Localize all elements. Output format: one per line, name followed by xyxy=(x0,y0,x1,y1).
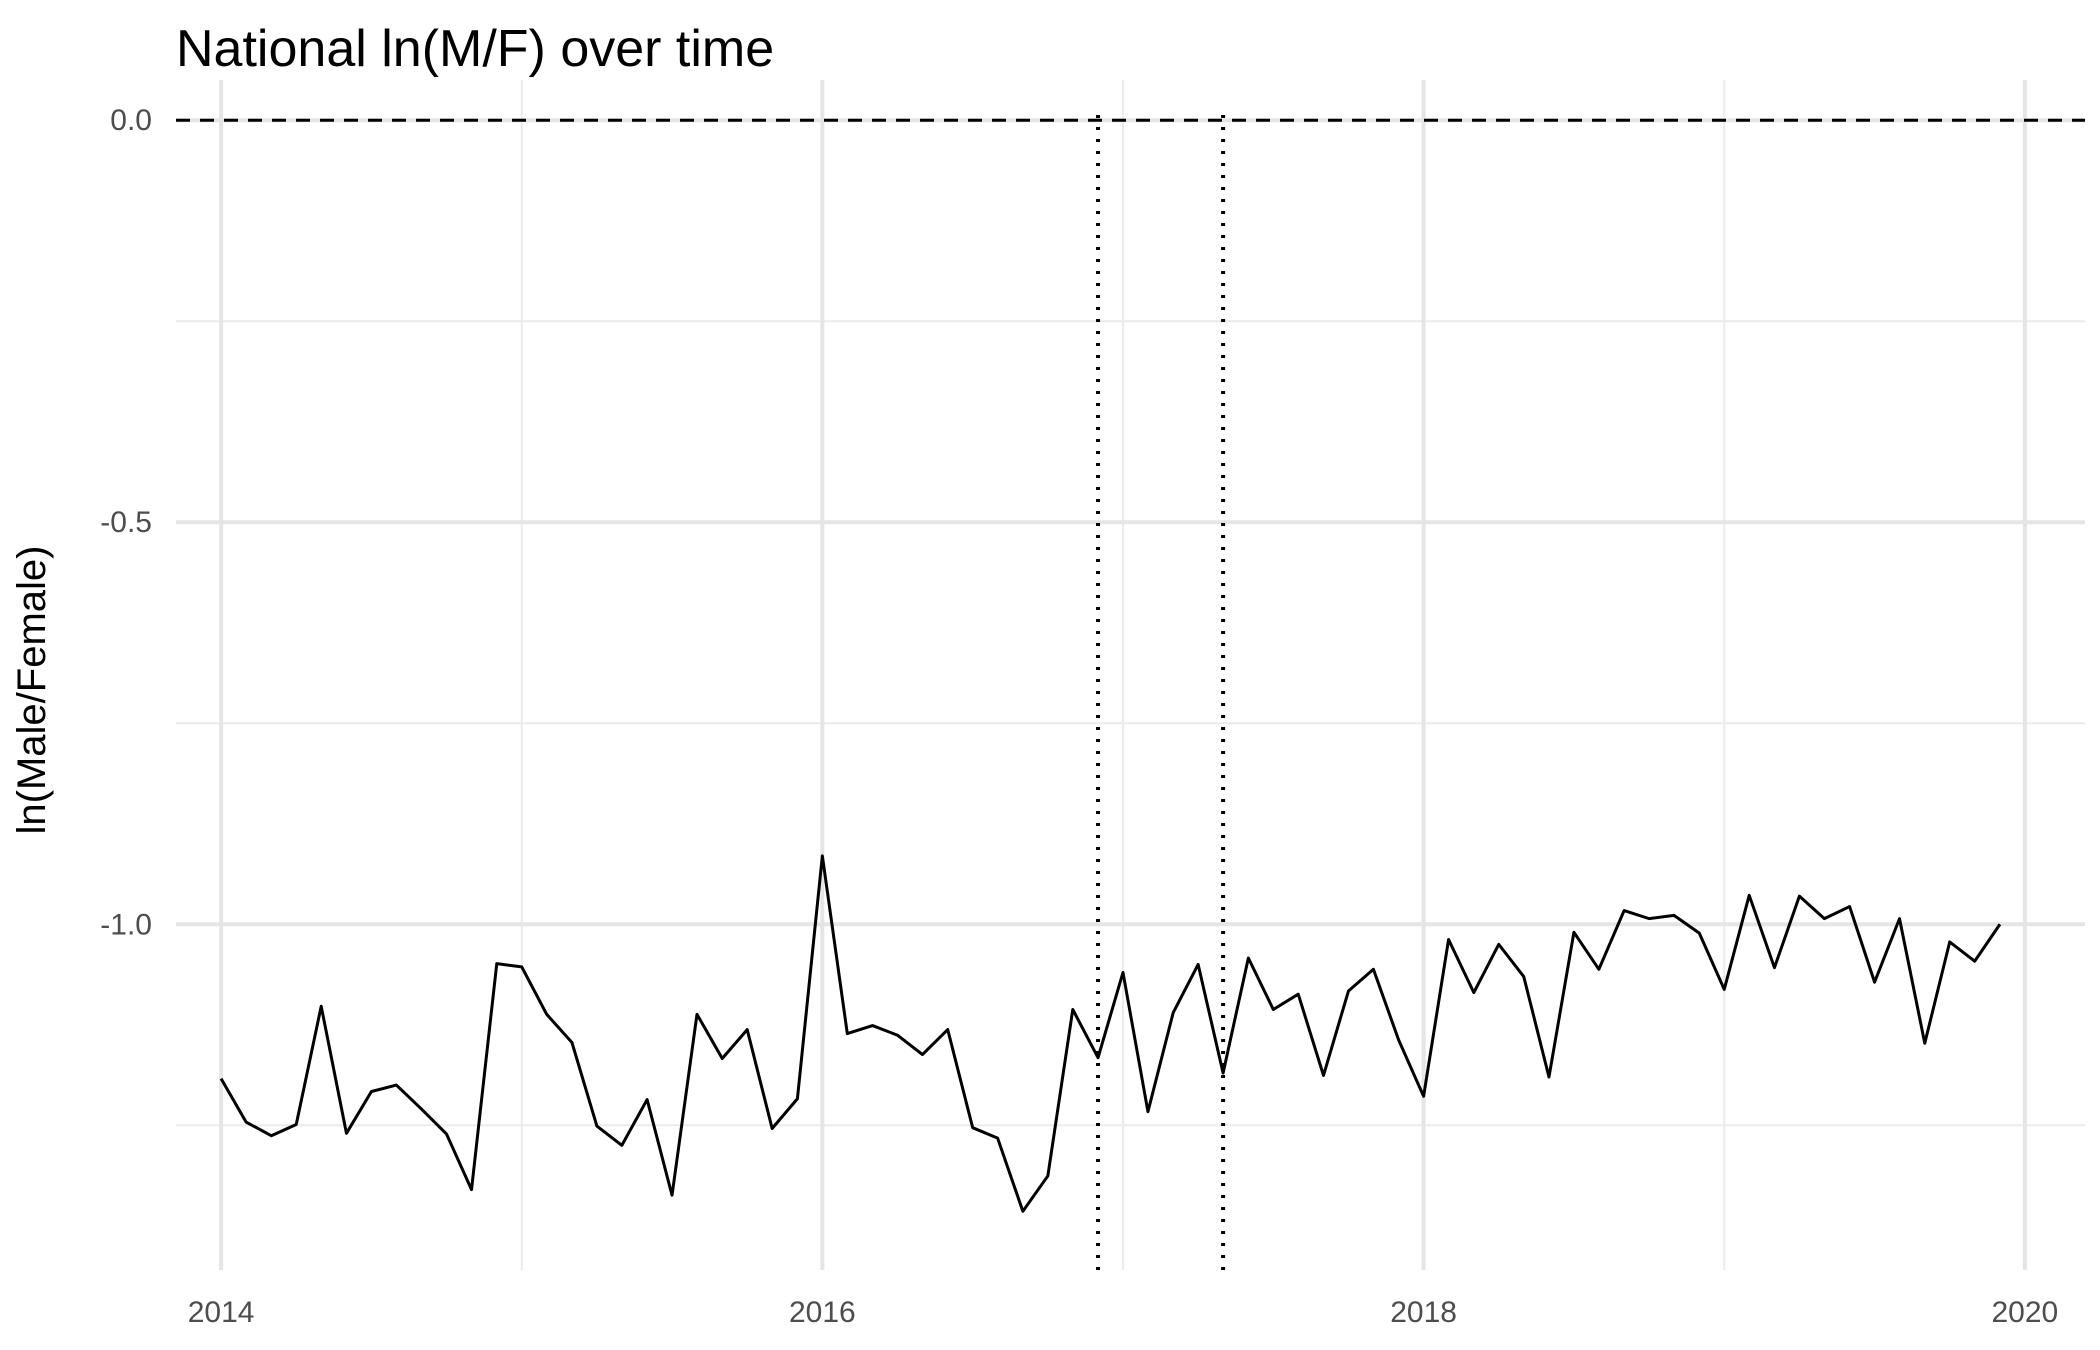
x-tick-label: 2020 xyxy=(1991,1296,2058,1329)
y-tick-label: -1.0 xyxy=(100,908,152,941)
y-axis-title: ln(Male/Female) xyxy=(10,546,54,835)
chart-title: National ln(M/F) over time xyxy=(176,20,774,78)
y-tick-label: -0.5 xyxy=(100,506,152,539)
x-tick-label: 2016 xyxy=(789,1296,856,1329)
y-tick-label: 0.0 xyxy=(110,104,152,137)
x-tick-label: 2014 xyxy=(188,1296,255,1329)
vertical-reference-lines xyxy=(1096,115,1226,1270)
x-tick-label: 2018 xyxy=(1390,1296,1457,1329)
series-line xyxy=(219,854,2002,1213)
x-axis-tick-labels: 2014 2016 2018 2020 xyxy=(188,1296,2059,1329)
y-axis-tick-labels: 0.0 -0.5 -1.0 xyxy=(100,104,152,941)
minor-gridlines xyxy=(176,80,2085,1270)
